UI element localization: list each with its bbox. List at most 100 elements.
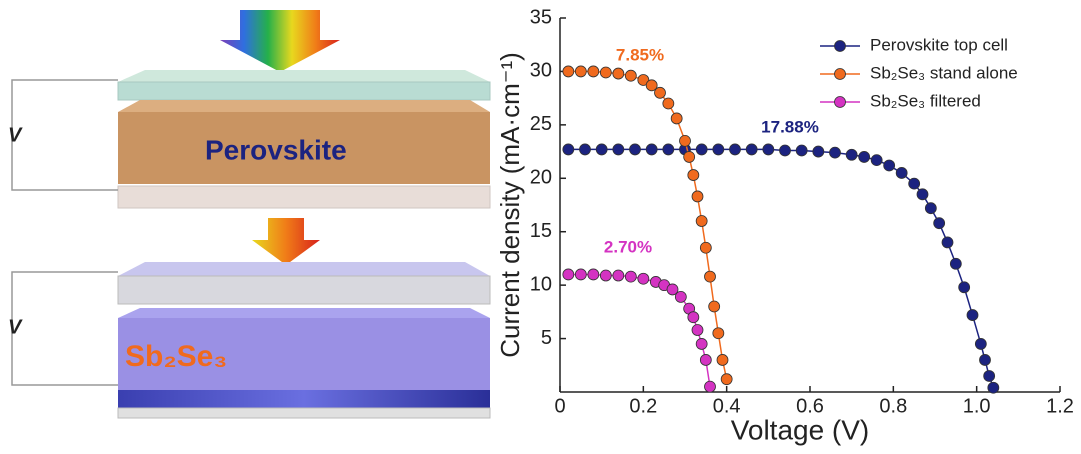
- x-axis-label: Voltage (V): [731, 414, 870, 445]
- data-point: [638, 273, 649, 284]
- data-point: [942, 237, 953, 248]
- perovskite-top: [118, 100, 490, 112]
- y-tick-label: 10: [530, 273, 552, 295]
- legend-marker: [835, 69, 846, 80]
- data-point: [709, 301, 720, 312]
- data-point: [563, 269, 574, 280]
- data-point: [688, 170, 699, 181]
- circuit-wire: [12, 272, 118, 385]
- x-tick-label: 1.2: [1046, 395, 1074, 417]
- layer-label: Sb₂Se₃: [125, 340, 227, 373]
- data-point: [959, 282, 970, 293]
- data-point: [663, 98, 674, 109]
- data-point: [984, 370, 995, 381]
- data-point: [600, 67, 611, 78]
- data-point: [980, 354, 991, 365]
- data-point: [717, 354, 728, 365]
- voltage-label: V: [8, 124, 23, 146]
- data-point: [613, 144, 624, 155]
- y-axis-label: Current density (mA·cm⁻¹): [495, 52, 525, 358]
- legend-marker: [835, 41, 846, 52]
- data-point: [925, 203, 936, 214]
- data-point: [655, 87, 666, 98]
- device-diagram: Perovskite Sb₂Se₃ V V: [8, 10, 490, 418]
- filtered-arrow: [252, 218, 320, 265]
- data-point: [700, 354, 711, 365]
- data-point: [859, 151, 870, 162]
- y-tick-label: 20: [530, 167, 552, 189]
- data-point: [975, 338, 986, 349]
- data-point: [588, 269, 599, 280]
- data-point: [596, 144, 607, 155]
- data-point: [917, 189, 928, 200]
- data-point: [671, 113, 682, 124]
- data-point: [630, 144, 641, 155]
- legend-label: Sb₂Se₃ stand alone: [870, 63, 1018, 82]
- jv-chart: Voltage (V) Current density (mA·cm⁻¹) 5 1…: [495, 6, 1074, 445]
- data-point: [675, 291, 686, 302]
- figure: Perovskite Sb₂Se₃ V V Voltage (V) Curren…: [0, 0, 1081, 449]
- data-point: [746, 144, 757, 155]
- x-tick-label: 0.8: [879, 395, 907, 417]
- data-point: [896, 167, 907, 178]
- glass-front-2: [118, 276, 490, 304]
- layer-label: Perovskite: [205, 134, 347, 165]
- back-contact: [118, 390, 490, 408]
- y-tick-label: 25: [530, 113, 552, 135]
- data-point: [967, 310, 978, 321]
- sbse-top: [118, 308, 490, 318]
- data-point: [625, 70, 636, 81]
- glass-top-2: [118, 262, 490, 276]
- data-point: [950, 258, 961, 269]
- data-point: [871, 155, 882, 166]
- x-tick-label: 1.0: [963, 395, 991, 417]
- data-point: [780, 145, 791, 156]
- back-plate: [118, 186, 490, 208]
- data-point: [700, 242, 711, 253]
- data-point: [934, 218, 945, 229]
- legend-marker: [835, 97, 846, 108]
- data-point: [580, 144, 591, 155]
- data-point: [705, 271, 716, 282]
- data-point: [796, 145, 807, 156]
- y-tick-label: 5: [541, 327, 552, 349]
- efficiency-label: 17.88%: [761, 117, 819, 136]
- data-point: [988, 382, 999, 393]
- data-point: [713, 328, 724, 339]
- series-line: [568, 149, 993, 387]
- data-point: [730, 144, 741, 155]
- data-point: [575, 269, 586, 280]
- data-point: [721, 374, 732, 385]
- x-tick-label: 0.6: [796, 395, 824, 417]
- data-point: [646, 144, 657, 155]
- data-point: [625, 271, 636, 282]
- data-point: [713, 144, 724, 155]
- data-point: [613, 270, 624, 281]
- data-point: [575, 66, 586, 77]
- data-point: [563, 66, 574, 77]
- voltage-label: V: [8, 316, 23, 338]
- x-tick-label: 0.4: [713, 395, 741, 417]
- data-point: [763, 144, 774, 155]
- y-tick-label: 30: [530, 60, 552, 82]
- data-point: [813, 146, 824, 157]
- glass-front: [118, 82, 490, 100]
- legend-label: Perovskite top cell: [870, 35, 1008, 54]
- light-arrow: [220, 10, 340, 72]
- data-point: [688, 312, 699, 323]
- data-point: [663, 144, 674, 155]
- glass-top: [118, 70, 490, 82]
- y-tick-label: 15: [530, 220, 552, 242]
- data-point: [696, 144, 707, 155]
- efficiency-label: 2.70%: [604, 237, 652, 256]
- circuit-wire: [12, 80, 118, 190]
- data-point: [613, 68, 624, 79]
- x-tick-label: 0.2: [629, 395, 657, 417]
- efficiency-label: 7.85%: [616, 45, 664, 64]
- data-point: [830, 147, 841, 158]
- data-point: [884, 160, 895, 171]
- data-point: [684, 151, 695, 162]
- data-point: [600, 270, 611, 281]
- data-point: [696, 338, 707, 349]
- data-point: [846, 149, 857, 160]
